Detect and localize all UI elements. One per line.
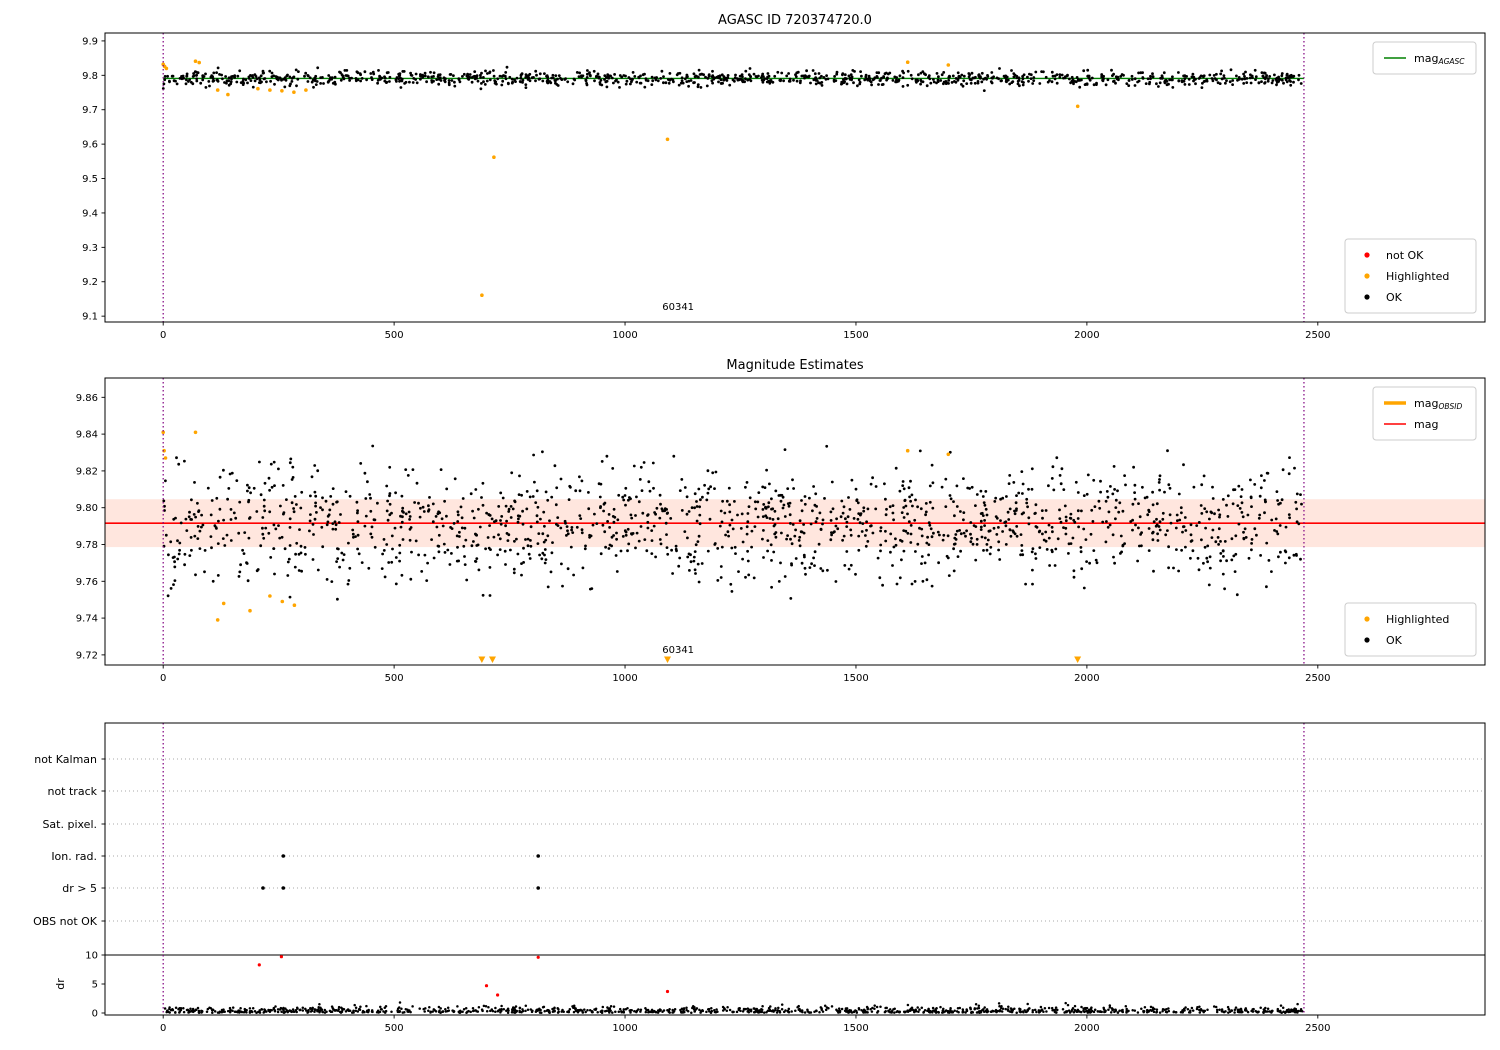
legend-label: Highlighted	[1386, 613, 1449, 626]
legend-box	[1344, 602, 1477, 657]
axes-frame	[104, 32, 1486, 323]
highlighted-points	[161, 59, 1080, 298]
dr-not-ok-points	[257, 955, 670, 997]
x-tick-label: 2500	[1305, 330, 1330, 341]
axes-frame	[104, 722, 1486, 1016]
below-range-triangle	[664, 656, 672, 663]
y-tick-label: 9.74	[76, 614, 98, 625]
legend-label: not OK	[1386, 249, 1424, 262]
x-tick-label: 2500	[1305, 1023, 1330, 1034]
flag-label: not track	[47, 785, 97, 798]
x-tick-label: 1000	[612, 1023, 637, 1034]
legend-dot-swatch	[1364, 637, 1370, 643]
panel-title: AGASC ID 720374720.0	[718, 13, 872, 28]
y-tick-label: 9.86	[76, 393, 98, 404]
dr-tick-label: 5	[92, 980, 98, 991]
y-tick-label: 9.4	[82, 208, 98, 219]
dr-axis-label: dr	[54, 978, 67, 990]
legend-box	[1344, 238, 1477, 314]
x-tick-label: 0	[160, 1023, 166, 1034]
x-tick-label: 500	[385, 1023, 404, 1034]
legend-dot-swatch	[1364, 273, 1370, 279]
y-tick-label: 9.2	[82, 277, 98, 288]
legend-label: magOBSID	[1414, 397, 1462, 411]
dr-tick-label: 0	[92, 1009, 98, 1020]
ok-scatter-points	[162, 444, 1303, 601]
legend-box	[1372, 41, 1477, 75]
flag-points	[261, 886, 540, 890]
y-tick-label: 9.76	[76, 577, 98, 588]
x-tick-label: 500	[385, 673, 404, 684]
x-tick-label: 2000	[1074, 1023, 1099, 1034]
legend-box	[1372, 386, 1477, 441]
flag-label: Ion. rad.	[51, 850, 97, 863]
x-tick-label: 0	[160, 673, 166, 684]
below-range-triangle	[488, 656, 496, 663]
obsid-annotation: 60341	[662, 645, 694, 656]
flag-label: Sat. pixel.	[42, 818, 97, 831]
legend-label: Highlighted	[1386, 270, 1449, 283]
x-tick-label: 500	[385, 330, 404, 341]
y-tick-label: 9.84	[76, 430, 98, 441]
y-tick-label: 9.72	[76, 650, 98, 661]
y-tick-label: 9.82	[76, 466, 98, 477]
x-tick-label: 0	[160, 330, 166, 341]
y-tick-label: 9.1	[82, 312, 98, 323]
x-tick-label: 1500	[843, 673, 868, 684]
y-tick-label: 9.80	[76, 503, 98, 514]
x-tick-label: 1500	[843, 330, 868, 341]
panel-agasc-mag: 60341 0 500 1000 1500 2000 2500 9.1 9.2 9.3 9.4 9.5…	[82, 13, 1486, 341]
y-tick-label: 9.5	[82, 174, 98, 185]
legend-dot-swatch	[1364, 252, 1370, 258]
flag-label: dr > 5	[62, 882, 97, 895]
legend-label: mag	[1414, 418, 1438, 431]
below-range-triangle	[1074, 656, 1082, 663]
x-tick-label: 2000	[1074, 673, 1099, 684]
y-tick-label: 9.78	[76, 540, 98, 551]
legend-label: magAGASC	[1414, 52, 1465, 66]
x-tick-label: 1000	[612, 673, 637, 684]
x-tick-label: 2500	[1305, 673, 1330, 684]
highlighted-points	[161, 430, 951, 622]
obsid-annotation: 60341	[662, 302, 694, 313]
y-tick-label: 9.9	[82, 36, 98, 47]
x-tick-label: 1000	[612, 330, 637, 341]
y-tick-label: 9.3	[82, 243, 98, 254]
panel-mag-estimates: 60341 0 500 1000 1500 2000 2500 9.72 9.74 9.76 9.7…	[76, 358, 1486, 684]
legend: Highlighted OK	[1344, 602, 1477, 657]
axes-frame	[104, 377, 1486, 666]
x-tick-label: 1500	[843, 1023, 868, 1034]
legend: magAGASC	[1372, 41, 1477, 75]
ok-scatter-points	[161, 65, 1303, 92]
panel-flags-dr: not Kalman not track Sat. pixel. Ion. rad. d…	[33, 722, 1486, 1034]
y-tick-label: 9.8	[82, 71, 98, 82]
legend-dot-swatch	[1364, 294, 1370, 300]
panel-title: Magnitude Estimates	[726, 358, 863, 373]
legend-label: OK	[1386, 291, 1403, 304]
flag-points	[281, 854, 540, 858]
legend-label: OK	[1386, 634, 1403, 647]
y-tick-label: 9.6	[82, 140, 98, 151]
flag-label: not Kalman	[34, 753, 97, 766]
y-tick-label: 9.7	[82, 105, 98, 116]
legend-dot-swatch	[1364, 616, 1370, 622]
x-tick-label: 2000	[1074, 330, 1099, 341]
flag-label: OBS not OK	[33, 915, 98, 928]
dr-ok-points	[163, 1001, 1304, 1014]
legend: magOBSID mag	[1372, 386, 1477, 441]
legend: not OK Highlighted OK	[1344, 238, 1477, 314]
below-range-triangle	[478, 656, 486, 663]
dr-tick-label: 10	[85, 951, 98, 962]
